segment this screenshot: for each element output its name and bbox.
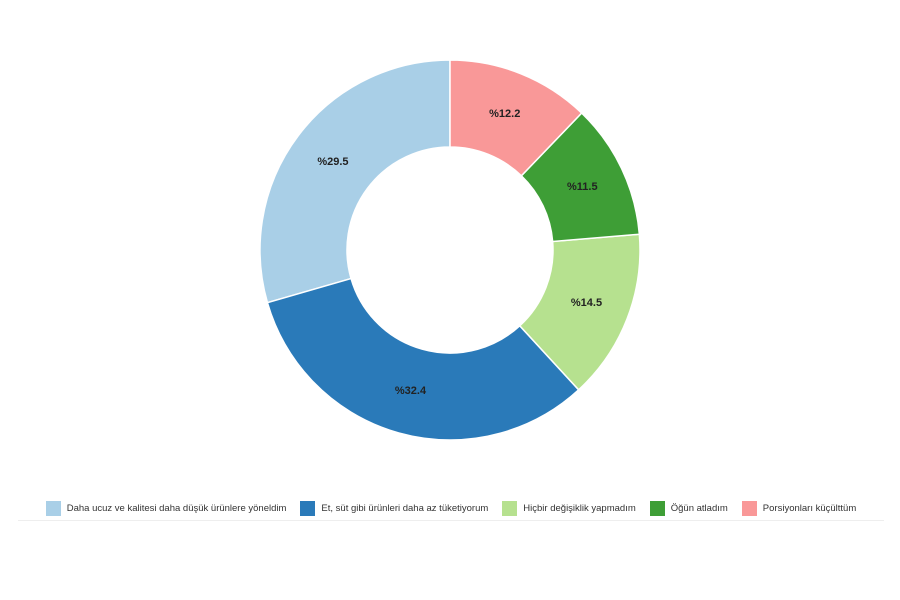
legend-item: Daha ucuz ve kalitesi daha düşük ürünler… [45,500,287,516]
legend-item: Hiçbir değişiklik yapmadım [502,500,636,516]
slice [266,277,580,441]
legend-label: Hiçbir değişiklik yapmadım [523,502,636,514]
legend-swatch [741,500,757,516]
legend-label: Et, süt gibi ürünleri daha az tüketiyoru… [321,502,489,514]
legend: Daha ucuz ve kalitesi daha düşük ürünler… [18,498,884,521]
value-label: %32.4 [395,385,427,397]
legend-swatch [300,500,316,516]
legend-label: Daha ucuz ve kalitesi daha düşük ürünler… [66,502,287,514]
legend-swatch [45,500,61,516]
legend-item: Porsiyonları küçülttüm [741,500,857,516]
slice [259,59,451,304]
legend-swatch [649,500,665,516]
value-label: %11.5 [567,181,598,193]
legend-item: Et, süt gibi ürünleri daha az tüketiyoru… [300,500,489,516]
value-label: %29.5 [317,156,348,168]
legend-label: Porsiyonları küçülttüm [762,502,857,514]
legend-item: Öğün atladım [649,500,728,516]
slice [449,59,583,177]
value-label: %12.2 [489,108,520,120]
legend-swatch [502,500,518,516]
value-label: %14.5 [571,297,602,309]
legend-label: Öğün atladım [670,502,728,514]
